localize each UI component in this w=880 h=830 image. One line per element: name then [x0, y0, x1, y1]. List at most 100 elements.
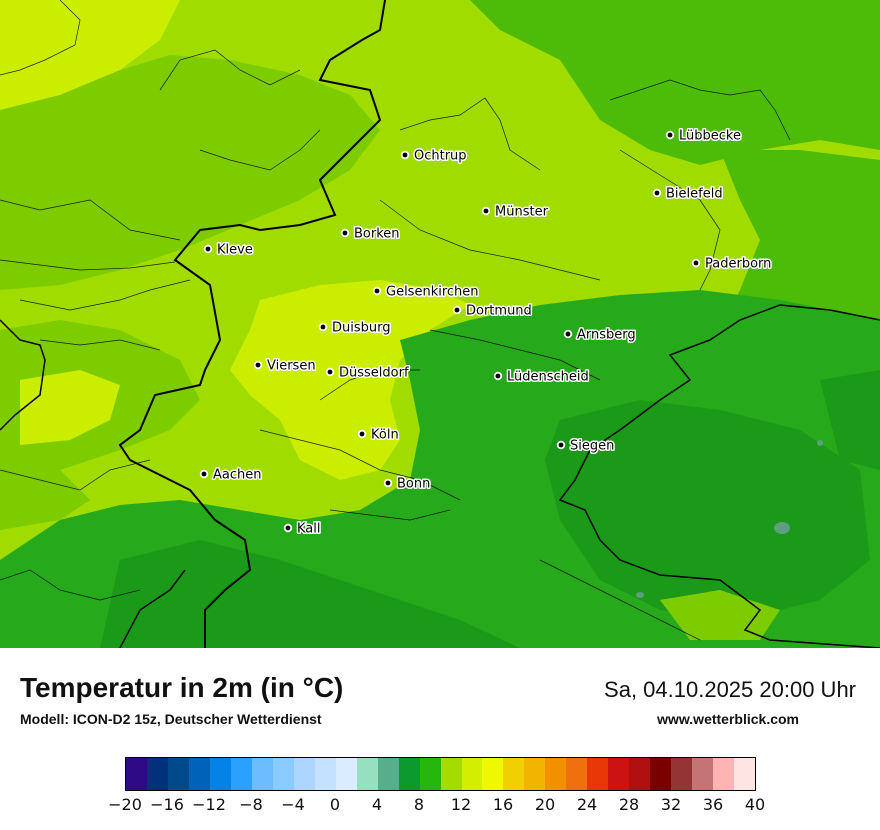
city-dot-center	[201, 471, 207, 477]
color-swatch	[440, 758, 462, 790]
city-dot-center	[320, 324, 326, 330]
state-border-nrw-east	[558, 304, 880, 648]
city-label: Aachen	[213, 468, 261, 483]
scale-tick-label: −4	[281, 795, 305, 814]
city-dot-center	[667, 132, 673, 138]
website-link[interactable]: www.wetterblick.com	[657, 711, 799, 727]
city-dot-center	[654, 190, 660, 196]
warm-region-northwest	[0, 0, 180, 110]
city-paderborn[interactable]: Paderborn	[691, 255, 773, 273]
color-swatch	[356, 758, 378, 790]
color-swatch	[126, 758, 147, 790]
city-dot-center	[205, 246, 211, 252]
city-dot-center	[342, 230, 348, 236]
cold-spot-2	[636, 592, 644, 598]
city-gelsenkirchen[interactable]: Gelsenkirchen	[372, 283, 480, 301]
color-swatch	[419, 758, 441, 790]
color-swatch	[251, 758, 273, 790]
city-label: Düsseldorf	[339, 366, 409, 381]
city-label: Borken	[354, 227, 400, 242]
scale-tick-label: 0	[329, 795, 341, 814]
city-duisburg[interactable]: Duisburg	[318, 319, 392, 337]
color-swatch	[608, 758, 630, 790]
city-bielefeld[interactable]: Bielefeld	[652, 185, 724, 203]
scale-tick-label: 4	[371, 795, 383, 814]
warm-region-west	[20, 370, 120, 445]
city-dot-center	[359, 431, 365, 437]
color-swatch	[230, 758, 252, 790]
district-borders	[0, 0, 791, 641]
city-borken[interactable]: Borken	[340, 225, 401, 243]
city-viersen[interactable]: Viersen	[253, 357, 317, 375]
scale-tick-label: 16	[492, 795, 514, 814]
city-label: Kleve	[217, 243, 253, 258]
city-arnsberg[interactable]: Arnsberg	[563, 326, 637, 344]
city-kall[interactable]: Kall	[283, 520, 322, 538]
temperature-map[interactable]: Lübbecke Ochtrup Bielefeld Münster Kleve Bork…	[0, 0, 880, 648]
city-aachen[interactable]: Aachen	[199, 466, 263, 484]
country-border-belgium	[0, 319, 46, 431]
city-köln[interactable]: Köln	[357, 426, 400, 444]
city-label: Viersen	[267, 359, 316, 374]
color-swatch	[209, 758, 231, 790]
city-dot-center	[374, 288, 380, 294]
temperature-band-northeast	[470, 0, 880, 165]
scale-tick-label: −16	[150, 795, 184, 814]
warm-patch-southwest	[0, 470, 90, 530]
city-label: Arnsberg	[577, 328, 636, 343]
color-swatch	[188, 758, 210, 790]
city-dot-center	[565, 331, 571, 337]
color-swatch	[272, 758, 294, 790]
color-swatch	[503, 758, 525, 790]
city-label: Lübbecke	[679, 129, 741, 144]
city-dot-center	[454, 307, 460, 313]
city-düsseldorf[interactable]: Düsseldorf	[325, 364, 410, 382]
cool-region-rothaar	[545, 400, 870, 620]
city-label: Dortmund	[466, 304, 532, 319]
city-label: Bonn	[397, 477, 430, 492]
color-swatch	[650, 758, 672, 790]
city-label: Ochtrup	[414, 149, 467, 164]
city-label: Kall	[297, 522, 321, 537]
city-label: Gelsenkirchen	[386, 285, 479, 300]
national-border	[118, 0, 386, 648]
map-canvas: Lübbecke Ochtrup Bielefeld Münster Kleve Bork…	[0, 0, 880, 648]
color-swatch	[146, 758, 168, 790]
scale-tick-label: 8	[413, 795, 425, 814]
city-dot-center	[402, 152, 408, 158]
city-bonn[interactable]: Bonn	[383, 475, 432, 493]
temperature-band-west	[0, 55, 380, 290]
scale-tick-label: 28	[618, 795, 640, 814]
city-dortmund[interactable]: Dortmund	[452, 302, 533, 320]
city-label: Paderborn	[705, 257, 771, 272]
cold-spot-1	[774, 522, 790, 534]
color-swatch	[524, 758, 546, 790]
city-dot-center	[495, 373, 501, 379]
city-dot-center	[327, 369, 333, 375]
color-swatch	[587, 758, 609, 790]
color-swatch	[167, 758, 189, 790]
scale-tick-label: −20	[108, 795, 142, 814]
city-lüdenscheid[interactable]: Lüdenscheid	[493, 368, 590, 386]
model-source: Modell: ICON-D2 15z, Deutscher Wetterdie…	[20, 711, 322, 727]
color-swatch	[734, 758, 756, 790]
cool-spot-east	[820, 370, 880, 470]
city-siegen[interactable]: Siegen	[556, 437, 616, 455]
color-swatch	[293, 758, 315, 790]
city-dot-center	[558, 442, 564, 448]
color-swatch	[398, 758, 420, 790]
city-lübbecke[interactable]: Lübbecke	[665, 127, 742, 145]
city-label: Köln	[371, 428, 399, 443]
city-dot-center	[385, 480, 391, 486]
scale-tick-label: 20	[534, 795, 556, 814]
scale-tick-label: 24	[576, 795, 598, 814]
city-ochtrup[interactable]: Ochtrup	[400, 147, 468, 165]
scale-tick-label: −12	[192, 795, 226, 814]
color-swatch	[377, 758, 399, 790]
city-kleve[interactable]: Kleve	[203, 241, 254, 259]
scale-tick-label: 32	[660, 795, 682, 814]
color-swatch	[629, 758, 651, 790]
city-label: Münster	[495, 205, 549, 220]
city-münster[interactable]: Münster	[481, 203, 550, 221]
city-label: Lüdenscheid	[507, 370, 589, 385]
